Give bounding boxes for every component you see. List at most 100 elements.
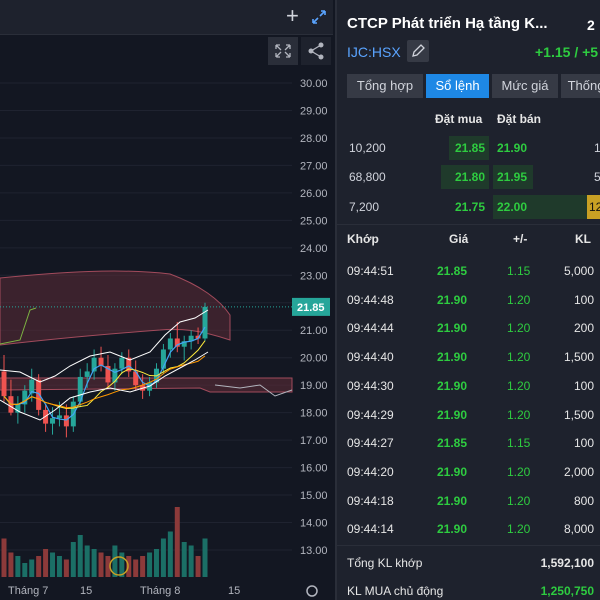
candle-body [105,365,111,383]
candle-body [56,415,62,419]
total-volume-label: Tổng KL khớp [347,556,423,570]
trade-time: 09:44:27 [347,436,394,451]
trade-change: 1.15 [507,436,531,451]
active-buy-label: KL MUA chủ động [347,584,444,598]
bid-price: 21.75 [455,200,486,214]
trade-row[interactable]: 09:44:44 21.90 1.20 200 [337,314,600,342]
candle-body [126,357,132,372]
candle-body [174,338,180,347]
trade-volume: 100 [573,378,594,393]
volume-bar [15,556,21,577]
trade-price: 21.90 [437,493,468,508]
trades-head-change: +/- [513,232,528,246]
candle-body [202,306,208,339]
tab-muc-gia[interactable]: Mức giá [492,74,558,98]
trade-volume: 5,000 [563,264,594,278]
chart-pane[interactable]: 30.00 29.00 28.00 27.00 26.00 25.00 24.00 23.00… [0,0,333,600]
tab-tong-hop[interactable]: Tổng hợp [347,74,423,98]
trade-row[interactable]: 09:44:29 21.90 1.20 1,500 [337,401,600,429]
trade-change: 1.20 [507,407,531,422]
trade-time: 09:44:14 [347,522,394,537]
last-price-label: 21.85 [297,302,325,314]
ticker-symbol[interactable]: IJC:HSX [347,44,401,60]
volume-bar [105,556,111,577]
candle-body [50,418,56,424]
settings-icon[interactable] [306,585,318,597]
y-tick-label: 20.00 [300,353,328,365]
trade-time: 09:44:44 [347,321,394,336]
x-tick-label: 15 [228,585,240,597]
trade-row[interactable]: 09:44:14 21.90 1.20 8,000 [337,515,600,543]
trade-row[interactable]: 09:44:40 21.90 1.20 1,500 [337,343,600,371]
tab-thong-ke[interactable]: Thống [561,74,600,98]
ask-volume: 5 [594,170,600,184]
orderbook-row[interactable]: 68,800 21.80 21.95 5 [337,163,600,191]
ma-line-short [3,326,206,421]
candle-body [98,357,104,366]
share-icon[interactable] [301,37,331,65]
fullscreen-icon[interactable] [268,37,298,65]
cloud-band-lower [0,377,293,393]
tab-so-lenh[interactable]: Sổ lệnh [426,74,489,98]
bid-volume: 7,200 [349,200,380,214]
orderbook-head-buy: Đặt mua [435,112,483,126]
candle-body [133,371,139,386]
edit-ticker-button[interactable] [407,40,429,62]
candle-body [91,357,97,372]
trade-row[interactable]: 09:44:51 21.85 1.15 5,000 [337,257,600,285]
trade-row[interactable]: 09:44:27 21.85 1.15 100 [337,429,600,457]
stock-price: 2 [587,17,595,33]
orderbook-row[interactable]: 10,200 21.85 21.90 1 [337,134,600,162]
trade-price: 21.90 [437,464,468,479]
last-price-tag [292,297,330,316]
expand-icon[interactable] [311,9,327,25]
candle-body [160,349,166,369]
ma-line-long [3,355,206,409]
volume-bar [56,556,62,577]
trade-row[interactable]: 09:44:48 21.90 1.20 100 [337,286,600,314]
trade-time: 09:44:29 [347,407,394,422]
trade-change: 1.20 [507,378,531,393]
trade-change: 1.20 [507,292,531,307]
trade-price: 21.90 [437,292,468,307]
candle-body [36,379,42,410]
ma-line-mid [3,340,206,410]
trade-row[interactable]: 09:44:18 21.90 1.20 800 [337,487,600,515]
volume-bar [29,559,35,577]
x-tick-label: Tháng 8 [140,585,180,597]
volume-bar [133,559,139,577]
trade-row[interactable]: 09:44:30 21.90 1.20 100 [337,372,600,400]
trade-price: 21.90 [437,321,468,336]
volume-bar [119,552,125,577]
y-tick-label: 19.00 [300,380,328,392]
volume-bar [8,552,14,577]
bid-volume: 10,200 [349,141,386,155]
ask-volume: 1 [594,141,600,155]
volume-bar [202,538,208,577]
trade-time: 09:44:30 [347,378,394,393]
trade-price: 21.90 [437,378,468,393]
future-line [214,384,293,397]
candle-body [119,357,125,369]
y-tick-label: 29.00 [300,105,328,117]
x-tick-label: 15 [80,585,92,597]
trades-head-volume: KL [575,232,591,246]
volume-bar [22,563,28,577]
price-chart[interactable]: 30.00 29.00 28.00 27.00 26.00 25.00 24.00 23.00… [0,0,333,600]
y-tick-label: 17.00 [300,435,328,447]
trade-volume: 100 [573,436,594,451]
ask-price: 22.00 [497,200,528,214]
plus-icon[interactable]: + [286,3,299,28]
volume-bar [70,542,76,577]
trade-price: 21.90 [437,407,468,422]
quote-panel: CTCP Phát triển Hạ tầng K... 2 IJC:HSX +… [335,0,600,600]
trade-volume: 200 [573,321,594,336]
orderbook-row[interactable]: 7,200 21.75 22.00 12 [337,193,600,221]
y-tick-label: 14.00 [300,518,328,530]
volume-bar [147,552,153,577]
volume-bar [63,559,69,577]
volume-bar [181,542,187,577]
trade-row[interactable]: 09:44:20 21.90 1.20 2,000 [337,458,600,486]
volume-bar [50,552,56,577]
candle-body [15,404,21,413]
